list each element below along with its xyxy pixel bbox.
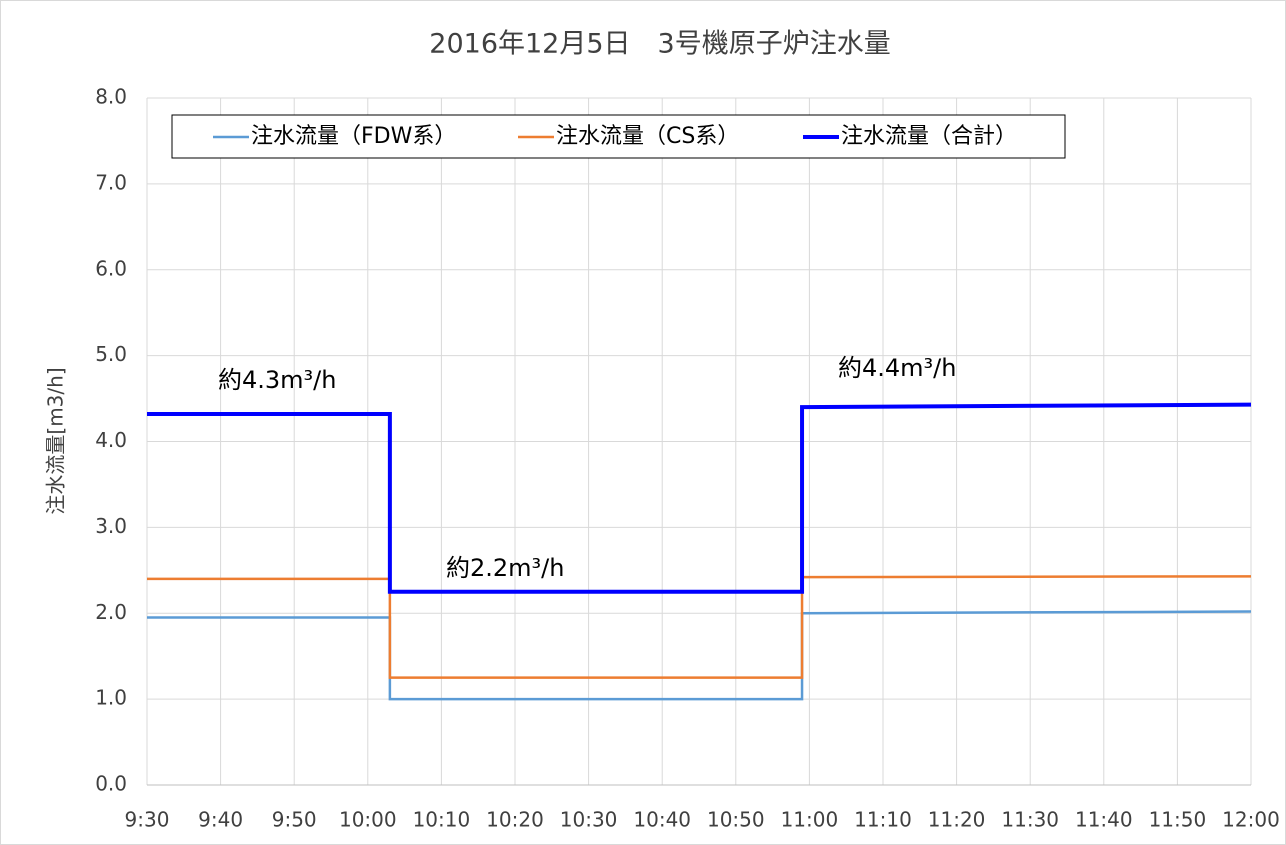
y-tick-label: 3.0: [95, 514, 127, 538]
legend-label: 注水流量（CS系）: [556, 124, 739, 149]
legend-label: 注水流量（合計）: [841, 124, 1017, 149]
series-line: [147, 575, 1252, 679]
y-axis-label: 注水流量[m3/h]: [44, 367, 68, 514]
y-tick-label: 8.0: [95, 85, 127, 109]
series-line: [147, 610, 1252, 701]
legend-label: 注水流量（FDW系）: [251, 124, 456, 149]
x-tick-label: 11:10: [854, 808, 912, 832]
y-tick-label: 5.0: [95, 342, 127, 366]
x-tick-label: 11:20: [928, 808, 986, 832]
x-tick-label: 10:50: [707, 808, 765, 832]
y-tick-label: 4.0: [95, 428, 127, 452]
y-tick-label: 0.0: [95, 772, 127, 796]
x-tick-label: 9:30: [125, 808, 170, 832]
annotation: 約2.2m³/h: [446, 554, 564, 582]
x-tick-label: 10:30: [560, 808, 618, 832]
x-tick-label: 11:00: [781, 808, 839, 832]
x-tick-label: 10:00: [339, 808, 397, 832]
chart-title: 2016年12月5日 3号機原子炉注水量: [429, 29, 890, 60]
x-tick-label: 11:30: [1001, 808, 1059, 832]
legend-box: [171, 114, 1066, 159]
x-tick-label: 10:10: [413, 808, 471, 832]
x-tick-label: 11:40: [1075, 808, 1133, 832]
x-tick-label: 9:50: [272, 808, 317, 832]
series-line: [147, 402, 1252, 594]
annotation: 約4.3m³/h: [218, 366, 336, 394]
x-tick-label: 9:40: [198, 808, 243, 832]
y-tick-label: 2.0: [95, 600, 127, 624]
y-tick-label: 7.0: [95, 170, 127, 194]
x-tick-label: 10:40: [633, 808, 691, 832]
annotation: 約4.4m³/h: [838, 354, 956, 382]
y-tick-label: 1.0: [95, 686, 127, 710]
x-tick-label: 11:50: [1149, 808, 1207, 832]
x-tick-label: 12:00: [1222, 808, 1280, 832]
x-tick-label: 10:20: [486, 808, 544, 832]
y-tick-label: 6.0: [95, 256, 127, 280]
